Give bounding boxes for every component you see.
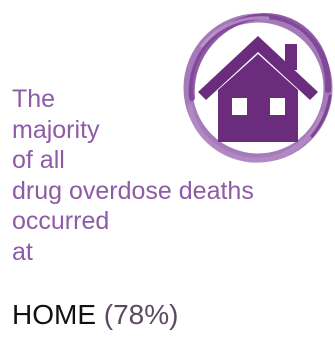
home-badge bbox=[172, 6, 335, 166]
headline-line: The bbox=[12, 85, 56, 113]
headline: The majority of all drug overdose deaths… bbox=[12, 84, 254, 267]
house-shape bbox=[198, 36, 318, 142]
ring-stroke bbox=[183, 12, 333, 163]
headline-line: occurred bbox=[12, 207, 110, 235]
headline-line: majority bbox=[12, 115, 100, 144]
headline-line: at bbox=[12, 237, 33, 266]
home-label: HOME bbox=[12, 299, 96, 330]
percent-value: (78%) bbox=[103, 299, 179, 330]
house-icon bbox=[183, 12, 333, 163]
headline-line: of all bbox=[12, 146, 65, 174]
house-windows bbox=[232, 98, 285, 115]
home-percentage: HOME (78%) bbox=[12, 298, 178, 332]
headline-line: drug overdose deaths bbox=[12, 176, 254, 205]
